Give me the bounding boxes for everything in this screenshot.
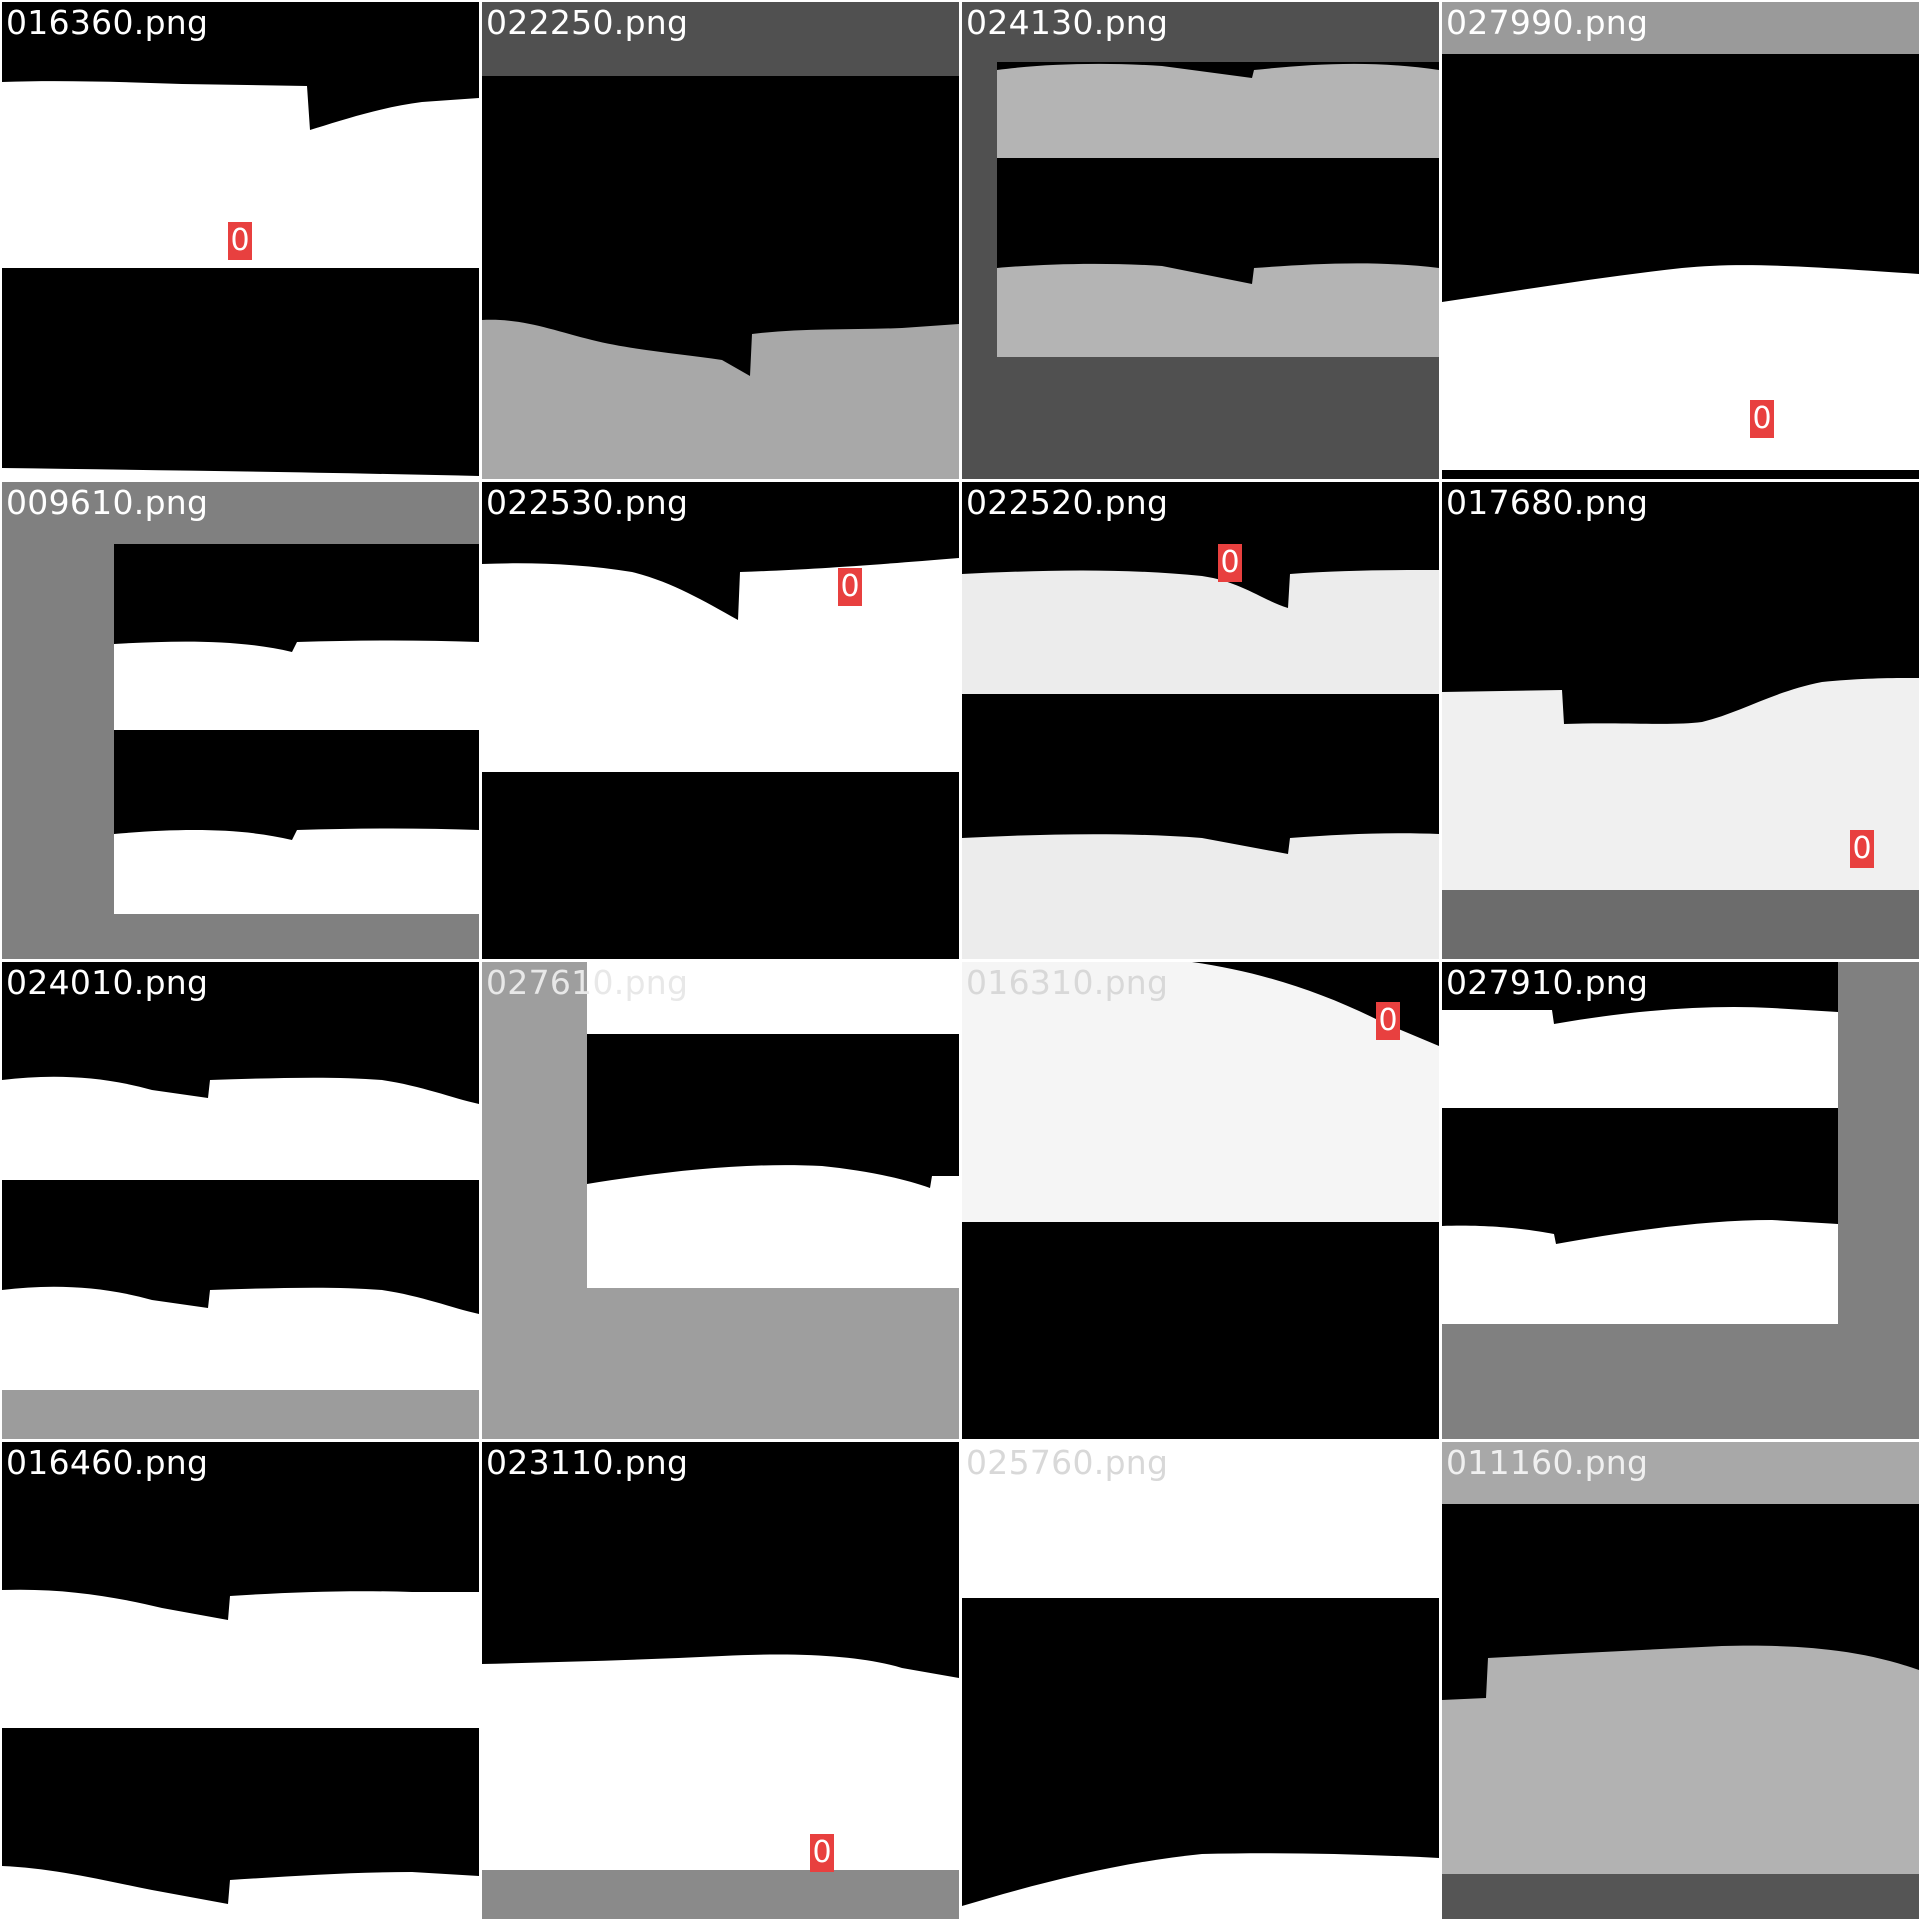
tile-filename: 027910.png xyxy=(1446,966,1648,999)
mask-image xyxy=(482,482,959,959)
tile-017680[interactable]: 017680.png 0 xyxy=(1442,482,1919,959)
detection-badge: 0 xyxy=(228,222,252,260)
tile-016460[interactable]: 016460.png xyxy=(2,1442,479,1919)
tile-filename: 024130.png xyxy=(966,6,1168,39)
tile-022250[interactable]: 022250.png xyxy=(482,2,959,479)
detection-badge: 0 xyxy=(810,1834,834,1872)
tile-024130[interactable]: 024130.png xyxy=(962,2,1439,479)
tile-025760[interactable]: 025760.png xyxy=(962,1442,1439,1919)
tile-filename: 022250.png xyxy=(486,6,688,39)
tile-filename: 017680.png xyxy=(1446,486,1648,519)
mask-image xyxy=(2,962,479,1439)
tile-filename: 027990.png xyxy=(1446,6,1648,39)
tile-filename: 022520.png xyxy=(966,486,1168,519)
mask-image xyxy=(1442,1442,1919,1919)
tile-filename: 025760.png xyxy=(966,1446,1168,1479)
tile-022520[interactable]: 022520.png 0 xyxy=(962,482,1439,959)
tile-filename: 022530.png xyxy=(486,486,688,519)
mask-image xyxy=(1442,962,1919,1439)
tile-filename: 009610.png xyxy=(6,486,208,519)
mask-image xyxy=(962,2,1439,479)
detection-badge: 0 xyxy=(1376,1002,1400,1040)
tile-filename: 016460.png xyxy=(6,1446,208,1479)
mask-image xyxy=(482,962,959,1439)
detection-badge: 0 xyxy=(1218,544,1242,582)
tile-022530[interactable]: 022530.png 0 xyxy=(482,482,959,959)
tile-027610[interactable]: 027610.png xyxy=(482,962,959,1439)
detection-badge: 0 xyxy=(1750,400,1774,438)
tile-filename: 024010.png xyxy=(6,966,208,999)
mask-image xyxy=(962,1442,1439,1919)
tile-027990[interactable]: 027990.png 0 xyxy=(1442,2,1919,479)
mask-image xyxy=(482,1442,959,1919)
tile-filename: 016360.png xyxy=(6,6,208,39)
mask-image xyxy=(482,2,959,479)
tile-023110[interactable]: 023110.png 0 xyxy=(482,1442,959,1919)
mask-image xyxy=(1442,2,1919,479)
detection-badge: 0 xyxy=(1850,830,1874,868)
mask-image xyxy=(962,482,1439,959)
mask-image xyxy=(2,1442,479,1919)
tile-016310[interactable]: 016310.png 0 xyxy=(962,962,1439,1439)
tile-filename: 011160.png xyxy=(1446,1446,1648,1479)
tile-011160[interactable]: 011160.png xyxy=(1442,1442,1919,1919)
tile-filename: 016310.png xyxy=(966,966,1168,999)
tile-filename: 023110.png xyxy=(486,1446,688,1479)
detection-badge: 0 xyxy=(838,568,862,606)
mask-image xyxy=(962,962,1439,1439)
mask-image xyxy=(1442,482,1919,959)
mask-image xyxy=(2,482,479,959)
tile-016360[interactable]: 016360.png 0 xyxy=(2,2,479,479)
tile-024010[interactable]: 024010.png xyxy=(2,962,479,1439)
tile-027910[interactable]: 027910.png xyxy=(1442,962,1919,1439)
tile-filename: 027610.png xyxy=(486,966,688,999)
tile-009610[interactable]: 009610.png xyxy=(2,482,479,959)
